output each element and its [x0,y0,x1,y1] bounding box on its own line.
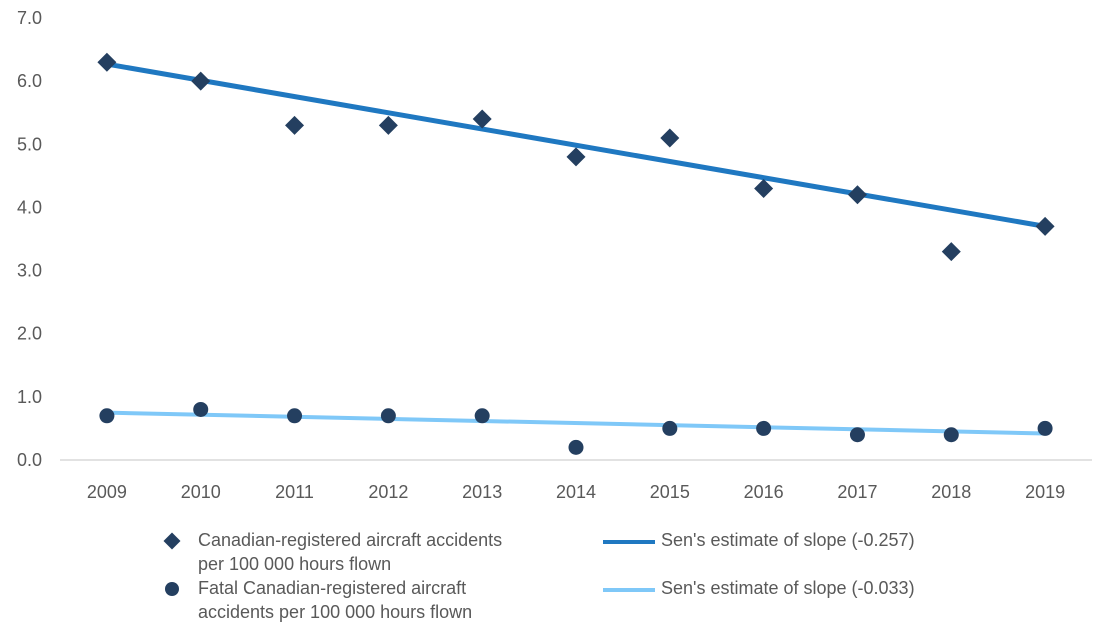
y-tick-label: 6.0 [17,71,42,91]
trendline-light-icon [603,588,655,592]
data-point-fatal-accidents [99,408,115,424]
legend-item-trend-accidents: Sen's estimate of slope (-0.257) [603,528,915,552]
data-point-accidents [285,115,305,135]
x-tick-label: 2010 [181,482,221,502]
legend-label-trend-accidents: Sen's estimate of slope (-0.257) [661,530,915,550]
data-point-fatal-accidents [756,420,772,436]
legend-item-accidents: Canadian-registered aircraft accidents p… [162,528,502,576]
data-point-accidents [754,178,774,198]
legend-label-fatal-accidents: Fatal Canadian-registered aircraft accid… [198,576,472,624]
trendline-fatal-accidents [106,410,1046,436]
x-tick-label: 2015 [650,482,690,502]
data-point-fatal-accidents [380,408,396,424]
data-point-accidents [566,147,586,167]
data-point-accidents [660,128,680,148]
y-tick-label: 2.0 [17,324,42,344]
x-tick-label: 2017 [837,482,877,502]
x-tick-label: 2012 [368,482,408,502]
trendline-dark-icon [603,540,655,544]
legend-label-accidents: Canadian-registered aircraft accidents p… [198,528,502,576]
data-point-accidents [472,109,492,129]
data-point-fatal-accidents [662,420,678,436]
data-point-accidents [97,52,117,72]
legend-label-line: Canadian-registered aircraft accidents [198,530,503,550]
data-point-fatal-accidents [849,427,865,443]
circle-marker-icon [162,579,182,599]
legend-item-trend-fatal: Sen's estimate of slope (-0.033) [603,576,915,600]
diamond-marker-icon [162,531,182,551]
x-tick-label: 2014 [556,482,596,502]
data-point-accidents [378,115,398,135]
x-tick-label: 2009 [87,482,127,502]
data-point-accidents [191,71,211,91]
legend-label-line: per 100 000 hours flown [198,554,392,574]
x-tick-label: 2018 [931,482,971,502]
data-point-fatal-accidents [943,427,959,443]
data-point-accidents [847,185,867,205]
y-tick-label: 0.0 [17,450,42,470]
trendline-accidents [106,61,1046,229]
legend-item-fatal-accidents: Fatal Canadian-registered aircraft accid… [162,576,472,624]
y-tick-label: 4.0 [17,197,42,217]
legend-label-line: Fatal Canadian-registered aircraft [198,578,467,598]
x-tick-label: 2013 [462,482,502,502]
y-tick-label: 5.0 [17,134,42,154]
x-tick-label: 2019 [1025,482,1065,502]
legend: Canadian-registered aircraft accidents p… [0,522,1108,631]
data-point-fatal-accidents [568,439,584,455]
plot-area: 0.0 1.0 2.0 3.0 4.0 5.0 6.0 7.0 2009 2010 2011 2012… [17,8,1092,502]
legend-label-line: accidents per 100 000 hours flown [198,602,473,622]
data-point-fatal-accidents [1037,420,1053,436]
y-tick-label: 1.0 [17,387,42,407]
x-tick-label: 2011 [275,482,314,502]
data-point-fatal-accidents [474,408,490,424]
data-point-accidents [941,242,961,262]
y-tick-label: 3.0 [17,261,42,281]
data-point-fatal-accidents [193,401,209,417]
legend-label-trend-fatal: Sen's estimate of slope (-0.033) [661,578,915,598]
data-point-accidents [1035,216,1055,236]
x-tick-label: 2016 [744,482,784,502]
data-point-fatal-accidents [287,408,303,424]
y-tick-label: 7.0 [17,8,42,28]
